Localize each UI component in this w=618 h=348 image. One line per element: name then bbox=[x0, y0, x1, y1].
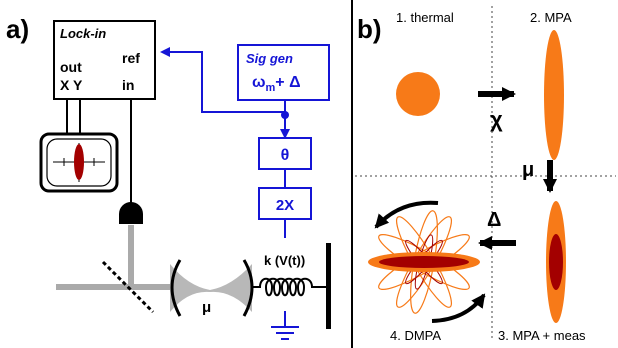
thermal-state bbox=[396, 72, 440, 116]
siggen-title: Sig gen bbox=[246, 51, 293, 66]
mpa-meas-state bbox=[546, 201, 566, 323]
photodetector bbox=[119, 202, 143, 224]
rotation-arrow-bottom bbox=[431, 293, 486, 323]
lockin-ref-label: ref bbox=[122, 50, 140, 66]
arrow-chi-label: χ bbox=[490, 107, 503, 132]
lockin-xy-label: X Y bbox=[60, 77, 83, 93]
panel-a-label: a) bbox=[6, 14, 29, 44]
ref-wire bbox=[160, 47, 286, 113]
spring-label: k (V(t)) bbox=[264, 253, 305, 268]
quadrant-3-label: 3. MPA + meas bbox=[498, 328, 586, 343]
beam-splitter bbox=[101, 260, 155, 314]
lockin-box: Lock-in out X Y ref in bbox=[53, 20, 156, 100]
beam-path bbox=[56, 225, 183, 290]
lockin-out-label: out bbox=[60, 59, 82, 75]
lockin-title: Lock-in bbox=[60, 26, 106, 41]
quadrant-2-label: 2. MPA bbox=[530, 10, 572, 25]
twox-label: 2X bbox=[276, 197, 294, 214]
theta-label: θ bbox=[281, 147, 290, 164]
junction-dot bbox=[281, 111, 289, 119]
siggen-omega: ω bbox=[252, 74, 266, 91]
oscilloscope bbox=[39, 132, 119, 193]
siggen-box: Sig gen ωm+ Δ bbox=[237, 44, 330, 101]
siggen-omega-sub: m bbox=[266, 82, 276, 94]
mpa-state bbox=[544, 30, 564, 160]
quadrant-4-label: 4. DMPA bbox=[390, 328, 441, 343]
cavity-mu-label: μ bbox=[202, 299, 211, 316]
ground-symbol bbox=[271, 326, 299, 340]
quadrant-1-label: 1. thermal bbox=[396, 10, 454, 25]
dmpa-state bbox=[368, 210, 480, 314]
scope-ellipse bbox=[74, 144, 84, 180]
theta-box bbox=[258, 137, 312, 170]
panel-b-label: b) bbox=[357, 14, 382, 44]
spring bbox=[252, 277, 326, 297]
arrow-delta-label: Δ bbox=[487, 209, 501, 231]
arrow-mu-label: μ bbox=[522, 159, 534, 181]
lockin-in-label: in bbox=[122, 77, 134, 93]
rotation-arrow-top bbox=[374, 200, 439, 229]
twox-box bbox=[258, 187, 312, 220]
wall bbox=[326, 243, 331, 329]
siggen-delta: + Δ bbox=[275, 74, 300, 91]
svg-text:ωm+ Δ: ωm+ Δ bbox=[252, 74, 301, 94]
